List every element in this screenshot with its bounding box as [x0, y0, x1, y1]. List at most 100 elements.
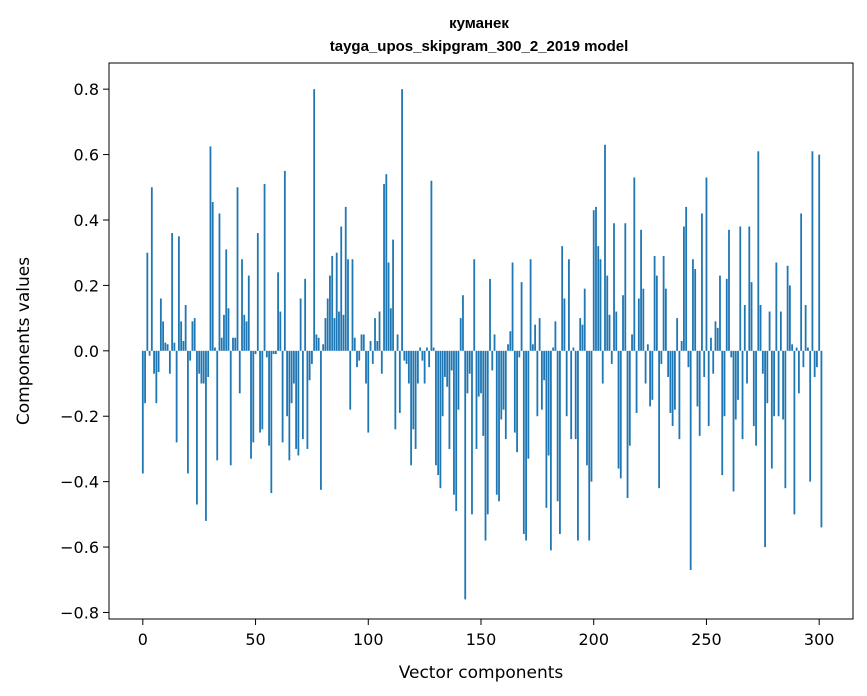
- bar-78: [317, 337, 320, 351]
- bar-4: [150, 187, 153, 351]
- bar-159: [500, 350, 503, 420]
- bar-133: [441, 350, 444, 417]
- bar-28: [205, 350, 207, 521]
- x-tick-label: 100: [353, 630, 384, 649]
- bar-179: [545, 350, 548, 508]
- bar-264: [737, 350, 739, 400]
- y-tick-label: 0.6: [74, 146, 99, 165]
- bar-134: [444, 350, 446, 377]
- bar-209: [613, 223, 615, 351]
- bar-25: [198, 350, 201, 374]
- bar-66: [290, 350, 293, 404]
- bar-290: [795, 347, 798, 351]
- bar-165: [513, 350, 516, 433]
- bar-293: [802, 350, 805, 368]
- bar-94: [353, 337, 356, 351]
- bar-126: [425, 347, 428, 351]
- x-tick-label: 0: [138, 630, 148, 649]
- bar-36: [223, 314, 225, 351]
- bar-106: [380, 350, 383, 374]
- bar-120: [412, 350, 415, 430]
- bar-68: [295, 350, 298, 449]
- y-tick-label: 0.4: [74, 211, 99, 230]
- bar-74: [308, 350, 311, 381]
- bar-250: [705, 177, 708, 351]
- bar-223: [644, 350, 647, 384]
- bar-186: [561, 246, 564, 351]
- bar-222: [642, 288, 645, 351]
- bar-132: [439, 350, 442, 489]
- bar-42: [236, 187, 239, 351]
- bar-44: [241, 259, 243, 351]
- bar-210: [615, 311, 618, 351]
- bar-196: [583, 288, 586, 351]
- y-axis-ticks: −0.8 −0.6 −0.4 −0.2 0.0 0.2 0.4 0.6 0.8: [60, 80, 109, 622]
- bar-238: [678, 350, 681, 440]
- bar-181: [549, 350, 552, 551]
- bar-263: [734, 350, 737, 420]
- bar-284: [782, 350, 785, 420]
- bar-269: [748, 226, 751, 351]
- bar-86: [335, 252, 338, 351]
- bar-193: [577, 350, 579, 541]
- bar-77: [315, 334, 318, 351]
- bar-6: [155, 350, 158, 404]
- bar-274: [759, 305, 762, 351]
- bar-248: [701, 213, 703, 351]
- bar-34: [218, 213, 221, 351]
- bar-175: [536, 350, 539, 417]
- bar-155: [491, 350, 494, 371]
- bar-262: [732, 350, 735, 492]
- bar-295: [807, 347, 809, 351]
- bar-168: [520, 282, 523, 351]
- bar-26: [200, 350, 203, 384]
- bar-102: [371, 350, 374, 364]
- bar-145: [468, 350, 471, 374]
- bar-207: [608, 314, 611, 351]
- bar-267: [743, 305, 746, 351]
- bar-214: [624, 223, 627, 351]
- bar-253: [712, 350, 715, 374]
- bar-198: [588, 350, 591, 541]
- bar-255: [716, 327, 719, 351]
- bar-206: [606, 275, 609, 351]
- bar-115: [401, 89, 403, 351]
- bar-67: [292, 350, 295, 384]
- bar-215: [626, 350, 629, 498]
- bar-188: [565, 350, 568, 417]
- x-tick-label: 50: [245, 630, 265, 649]
- bar-142: [462, 295, 464, 351]
- bar-157: [495, 350, 498, 495]
- bar-128: [430, 180, 433, 351]
- bar-55: [265, 350, 268, 358]
- bar-166: [516, 350, 518, 453]
- y-tick-label: −0.8: [60, 603, 99, 622]
- bar-170: [525, 350, 527, 541]
- bar-40: [232, 337, 234, 351]
- bar-72: [304, 278, 307, 351]
- x-axis-ticks: 0 50 100 150 200 250 300: [138, 619, 834, 649]
- bar-5: [153, 350, 155, 374]
- bar-8: [159, 298, 162, 351]
- bar-298: [813, 350, 816, 377]
- bar-182: [552, 347, 555, 351]
- bar-83: [329, 275, 331, 351]
- bar-121: [414, 350, 417, 449]
- bar-252: [710, 337, 712, 351]
- bar-70: [299, 298, 302, 351]
- bar-41: [234, 337, 237, 351]
- bar-212: [619, 350, 622, 479]
- bar-53: [261, 350, 264, 430]
- bar-138: [453, 350, 455, 495]
- bar-213: [622, 295, 624, 351]
- y-axis-label: Components values: [14, 257, 34, 425]
- bar-240: [683, 226, 685, 351]
- bar-59: [274, 350, 277, 355]
- y-tick-label: 0.8: [74, 80, 99, 99]
- bar-15: [175, 350, 178, 443]
- bar-174: [534, 324, 537, 351]
- bar-203: [599, 259, 602, 351]
- bar-227: [653, 255, 656, 351]
- bar-114: [398, 350, 401, 413]
